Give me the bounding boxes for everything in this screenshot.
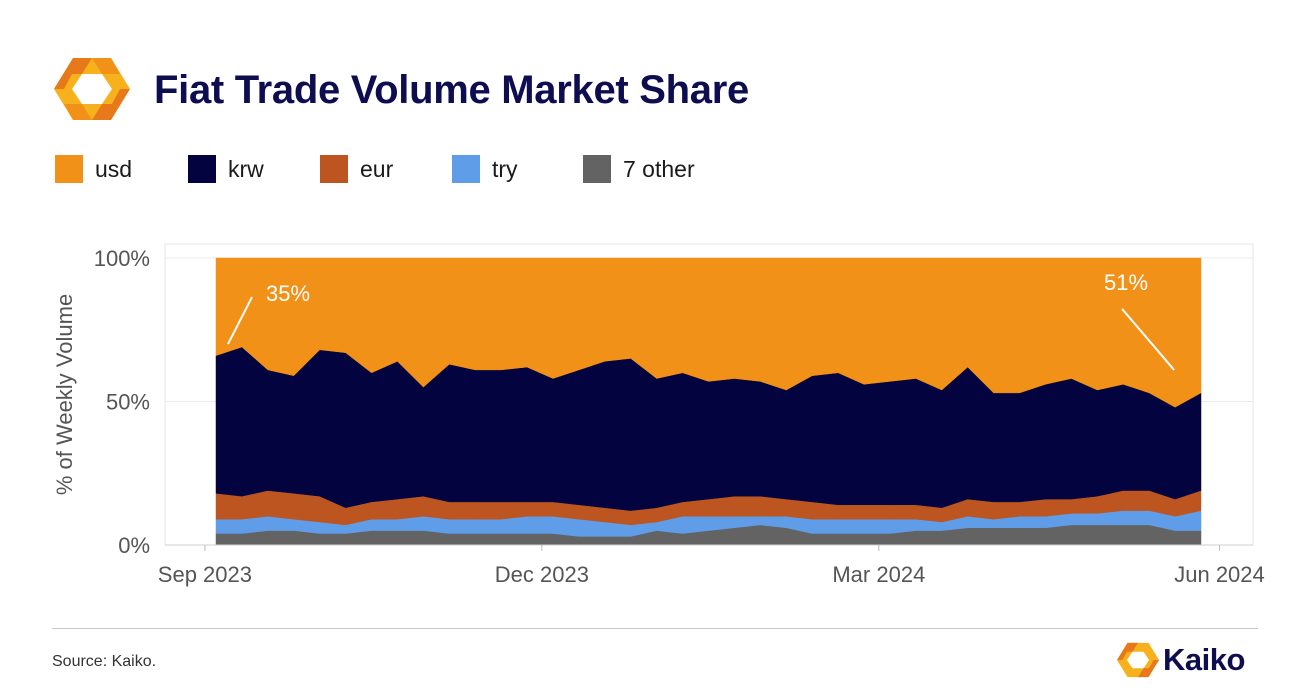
- chart-title: Fiat Trade Volume Market Share: [154, 68, 749, 112]
- annotation-leader-usd-start: [227, 296, 253, 345]
- legend-swatch-eur: [320, 155, 348, 183]
- legend-item-usd: usd: [55, 155, 132, 183]
- area-usd: [215, 257, 1202, 408]
- legend-label-krw: krw: [228, 155, 264, 182]
- y-tick-label: 50%: [106, 390, 150, 415]
- y-tick-label: 0%: [118, 533, 150, 558]
- legend-item-eur: eur: [320, 155, 393, 183]
- legend-swatch-try: [452, 155, 480, 183]
- kaiko-brand-icon: [1117, 642, 1159, 678]
- kaiko-brand: Kaiko: [1117, 640, 1245, 680]
- source-note: Source: Kaiko.: [52, 653, 157, 670]
- x-tick-label: Jun 2024: [1174, 562, 1265, 587]
- legend-label-usd: usd: [95, 155, 133, 182]
- legend-item-other: 7 other: [583, 155, 695, 183]
- legend-label-other: 7 other: [623, 155, 695, 182]
- brand-name: Kaiko: [1163, 642, 1245, 677]
- y-axis-label: % of Weekly Volume: [52, 294, 77, 495]
- x-tick-label: Mar 2024: [832, 562, 925, 587]
- legend-label-eur: eur: [360, 155, 394, 182]
- legend-item-krw: krw: [188, 155, 264, 183]
- legend-label-try: try: [492, 155, 518, 182]
- y-tick-label: 100%: [94, 246, 150, 271]
- legend-item-try: try: [452, 155, 518, 183]
- annotation-leader-usd-end: [1121, 308, 1175, 371]
- annotation-usd-start: 35%: [266, 281, 310, 306]
- legend-swatch-other: [583, 155, 611, 183]
- kaiko-logo-icon: [54, 58, 130, 120]
- legend-swatch-usd: [55, 155, 83, 183]
- x-tick-label: Sep 2023: [158, 562, 252, 587]
- annotation-usd-end: 51%: [1104, 270, 1148, 295]
- x-tick-label: Dec 2023: [495, 562, 589, 587]
- footer-divider: [52, 628, 1258, 629]
- legend-swatch-krw: [188, 155, 216, 183]
